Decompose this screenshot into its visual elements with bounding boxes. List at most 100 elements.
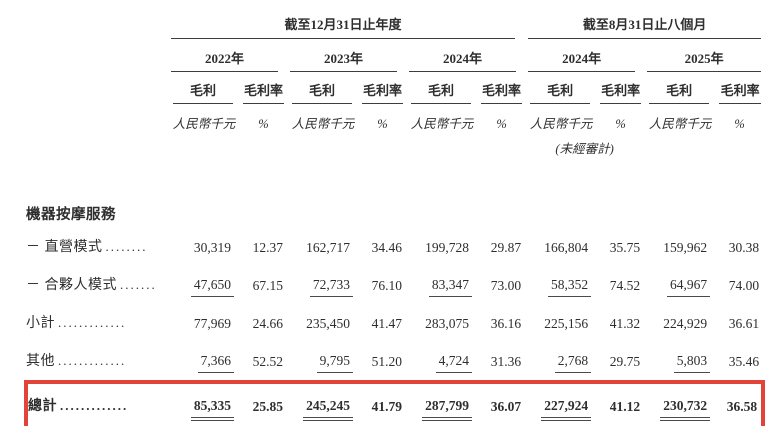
percent-unit-label: %	[734, 117, 745, 131]
year-2023-header: 2023年	[290, 48, 397, 72]
year-label: 2024年	[443, 51, 483, 66]
cell-gross-margin: 76.10	[371, 278, 402, 293]
gross-profit-header: 毛利	[411, 80, 471, 104]
currency-unit-label: 人民幣千元	[172, 117, 236, 131]
currency-unit-label: 人民幣千元	[648, 117, 712, 131]
annual-period-header: 截至12月31日止年度	[171, 14, 516, 39]
cell-gross-profit: 224,929	[663, 316, 708, 331]
cell-gross-margin: 51.20	[371, 354, 402, 369]
percent-unit-label: %	[496, 117, 507, 131]
row-label: 總計	[28, 399, 57, 414]
cell-gross-profit: 166,804	[544, 240, 589, 255]
cell-gross-profit: 283,075	[425, 316, 469, 331]
gross-margin-header: 毛利率	[481, 80, 523, 104]
percent-unit-label: %	[377, 117, 388, 131]
cell-gross-margin: 30.38	[728, 240, 760, 255]
row-label: － 直營模式	[26, 240, 103, 255]
dot-leader: .......	[120, 277, 157, 292]
cell-gross-margin: 12.37	[252, 240, 283, 255]
spacer-row	[26, 157, 763, 203]
cell-gross-margin: 29.87	[490, 240, 522, 255]
cell-gross-profit: 58,352	[547, 277, 592, 297]
cell-gross-margin: 34.46	[371, 240, 402, 255]
cell-gross-profit: 85,335	[190, 398, 235, 421]
eight-month-period-header: 截至8月31日止八個月	[528, 14, 762, 39]
currency-unit-label: 人民幣千元	[410, 117, 474, 131]
year-header-row: 2022年 2023年 2024年 2024年 2025年	[26, 39, 763, 72]
percent-unit-label: %	[615, 117, 626, 131]
cell-gross-profit: 77,969	[193, 316, 231, 331]
year-label: 2024年	[562, 51, 602, 66]
table-row-others: 其他............. 7,366 52.52 9,795 51.20 …	[26, 342, 763, 382]
category-header: 機器按摩服務	[26, 207, 116, 223]
cell-gross-profit: 287,799	[422, 398, 472, 421]
cell-gross-margin: 36.07	[490, 399, 522, 414]
cell-gross-profit: 72,733	[309, 277, 353, 297]
year-2024-8m-header: 2024年	[528, 48, 636, 72]
table-row-subtotal: 小計............. 77,969 24.66 235,450 41.…	[26, 304, 763, 342]
dot-leader: .............	[58, 353, 127, 368]
currency-unit-label: 人民幣千元	[529, 117, 593, 131]
gross-margin-header: 毛利率	[362, 80, 403, 104]
gross-profit-table: 截至12月31日止年度 截至8月31日止八個月 2022年 2023年 2024…	[24, 14, 766, 426]
cell-gross-profit: 83,347	[428, 277, 472, 297]
cell-gross-profit: 159,962	[663, 240, 708, 255]
column-header-row: 毛利 毛利率 毛利 毛利率 毛利 毛利率 毛利 毛利率 毛利 毛利率	[26, 72, 763, 104]
dot-leader: .............	[60, 398, 129, 413]
cell-gross-profit: 225,156	[544, 316, 589, 331]
cell-gross-margin: 35.46	[728, 354, 760, 369]
cell-gross-profit: 199,728	[425, 240, 469, 255]
cell-gross-margin: 73.00	[490, 278, 522, 293]
eight-month-period-title: 截至8月31日止八個月	[582, 17, 707, 32]
row-label: － 合夥人模式	[26, 278, 117, 293]
cell-gross-profit: 64,967	[666, 277, 711, 297]
cell-gross-profit: 2,768	[554, 353, 592, 373]
year-label: 2025年	[684, 51, 724, 66]
cell-gross-margin: 29.75	[609, 354, 641, 369]
cell-gross-margin: 41.32	[609, 316, 641, 331]
cell-gross-profit: 230,732	[660, 398, 711, 421]
gross-margin-header: 毛利率	[243, 80, 284, 104]
year-label: 2023年	[323, 51, 363, 66]
unaudited-note: (未經審計)	[555, 142, 614, 156]
unaudited-note-row: (未經審計)	[26, 132, 763, 157]
cell-gross-profit: 235,450	[306, 316, 350, 331]
cell-gross-margin: 74.00	[728, 278, 760, 293]
year-label: 2022年	[204, 51, 244, 66]
cell-gross-margin: 31.36	[490, 354, 522, 369]
units-row: 人民幣千元 % 人民幣千元 % 人民幣千元 % 人民幣千元 % 人民幣千元 %	[26, 104, 763, 132]
cell-gross-profit: 30,319	[193, 240, 231, 255]
row-label: 其他	[26, 354, 55, 369]
cell-gross-margin: 74.52	[609, 278, 641, 293]
cell-gross-margin: 67.15	[252, 278, 283, 293]
year-2022-header: 2022年	[171, 48, 278, 72]
cell-gross-margin: 25.85	[252, 399, 283, 414]
category-header-row: 機器按摩服務	[26, 203, 763, 228]
currency-unit-label: 人民幣千元	[291, 117, 355, 131]
year-2024-header: 2024年	[409, 48, 517, 72]
period-header-row: 截至12月31日止年度 截至8月31日止八個月	[26, 14, 763, 39]
table-row-direct-model: － 直營模式........ 30,319 12.37 162,717 34.4…	[26, 228, 763, 266]
year-2025-8m-header: 2025年	[647, 48, 762, 72]
gross-margin-header: 毛利率	[600, 80, 642, 104]
annual-period-title: 截至12月31日止年度	[284, 17, 402, 32]
table-row-partner-model: － 合夥人模式....... 47,650 67.15 72,733 76.10…	[26, 266, 763, 304]
cell-gross-profit: 47,650	[190, 277, 234, 297]
cell-gross-profit: 245,245	[303, 398, 353, 421]
gross-profit-header: 毛利	[292, 80, 352, 104]
cell-gross-profit: 227,924	[541, 398, 592, 421]
cell-gross-margin: 36.58	[726, 399, 758, 414]
cell-gross-profit: 4,724	[435, 353, 472, 373]
gross-profit-header: 毛利	[530, 80, 591, 104]
cell-gross-profit: 5,803	[673, 353, 711, 373]
cell-gross-profit: 9,795	[316, 353, 353, 373]
gross-margin-header: 毛利率	[719, 80, 762, 104]
table-row-total-highlighted: 總計............. 85,335 25.85 245,245 41.…	[24, 380, 766, 426]
cell-gross-margin: 41.79	[371, 399, 402, 414]
gross-profit-header: 毛利	[173, 80, 233, 104]
cell-gross-margin: 35.75	[609, 240, 641, 255]
cell-gross-profit: 7,366	[197, 353, 234, 373]
cell-gross-margin: 24.66	[252, 316, 283, 331]
cell-gross-margin: 52.52	[252, 354, 283, 369]
